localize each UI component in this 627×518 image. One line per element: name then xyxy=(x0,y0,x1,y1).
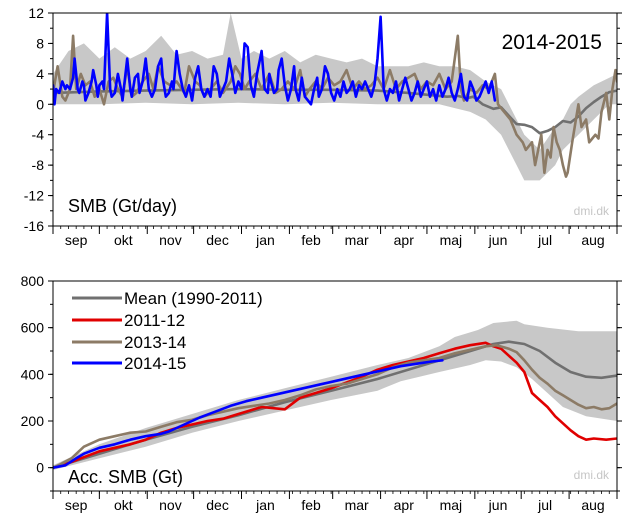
accumulated-month-label: jan xyxy=(255,497,275,513)
accumulated-month-label: dec xyxy=(206,497,229,513)
daily-month-label: jul xyxy=(537,232,552,248)
daily-month-label: jun xyxy=(488,232,508,248)
legend-label-2013-14: 2013-14 xyxy=(124,333,186,352)
daily-watermark: dmi.dk xyxy=(574,204,610,218)
daily-ytick-label: -16 xyxy=(24,218,44,234)
daily-month-label: maj xyxy=(440,232,463,248)
daily-month-label: aug xyxy=(581,232,604,248)
daily-ytick-label: -12 xyxy=(24,188,44,204)
daily-month-label: feb xyxy=(301,232,321,248)
daily-month-label: sep xyxy=(65,232,88,248)
daily-series-2013-14 xyxy=(53,34,617,178)
daily-month-label: mar xyxy=(345,232,369,248)
daily-ytick-label: 0 xyxy=(36,96,44,112)
accumulated-month-label: aug xyxy=(581,497,604,513)
accumulated-ytick-label: 200 xyxy=(21,413,45,429)
legend: Mean (1990-2011) 2011-12 2013-14 2014-15 xyxy=(72,289,263,373)
daily-month-label: okt xyxy=(114,232,133,248)
daily-smb-panel: 12 8 4 0 -4 -8 -12 -16 sep okt nov dec jan feb mar apr… xyxy=(24,5,622,248)
daily-month-label: nov xyxy=(159,232,182,248)
accumulated-month-label: feb xyxy=(301,497,321,513)
accumulated-ytick-label: 0 xyxy=(36,460,44,476)
legend-label-2014-15: 2014-15 xyxy=(124,354,186,373)
daily-ytick-label: -8 xyxy=(32,157,45,173)
daily-series-2014-15 xyxy=(53,13,497,106)
accumulated-watermark: dmi.dk xyxy=(574,468,610,482)
accumulated-smb-panel: 800 600 400 200 0 sep okt nov dec jan feb mar apr ma… xyxy=(21,273,622,513)
accumulated-series-2014-15 xyxy=(53,359,444,469)
daily-month-label: apr xyxy=(394,232,415,248)
accumulated-month-label: mar xyxy=(345,497,369,513)
daily-month-label: dec xyxy=(206,232,229,248)
accumulated-plot-frame xyxy=(52,280,618,492)
accumulated-series-mean-1990-2011 xyxy=(53,340,617,469)
accumulated-ylabel: Acc. SMB (Gt) xyxy=(68,467,183,487)
accumulated-month-label: maj xyxy=(440,497,463,513)
daily-ytick-label: 8 xyxy=(36,35,44,51)
accumulated-month-label: nov xyxy=(159,497,182,513)
accumulated-month-label: jun xyxy=(488,497,508,513)
legend-label-2011-12: 2011-12 xyxy=(124,311,185,330)
accumulated-month-label: apr xyxy=(394,497,415,513)
accumulated-range-band xyxy=(53,320,617,470)
accumulated-ytick-label: 400 xyxy=(21,366,45,382)
daily-month-label: jan xyxy=(255,232,275,248)
season-title: 2014-2015 xyxy=(502,31,602,54)
legend-label-mean: Mean (1990-2011) xyxy=(124,289,263,308)
daily-ylabel: SMB (Gt/day) xyxy=(68,196,177,216)
accumulated-month-label: jul xyxy=(537,497,552,513)
accumulated-ytick-label: 800 xyxy=(21,273,45,289)
daily-ytick-label: 12 xyxy=(28,5,44,21)
accumulated-month-label: sep xyxy=(65,497,88,513)
daily-ytick-label: 4 xyxy=(36,66,44,82)
accumulated-ytick-label: 600 xyxy=(21,320,45,336)
daily-ytick-label: -4 xyxy=(32,127,45,143)
accumulated-month-label: okt xyxy=(114,497,133,513)
